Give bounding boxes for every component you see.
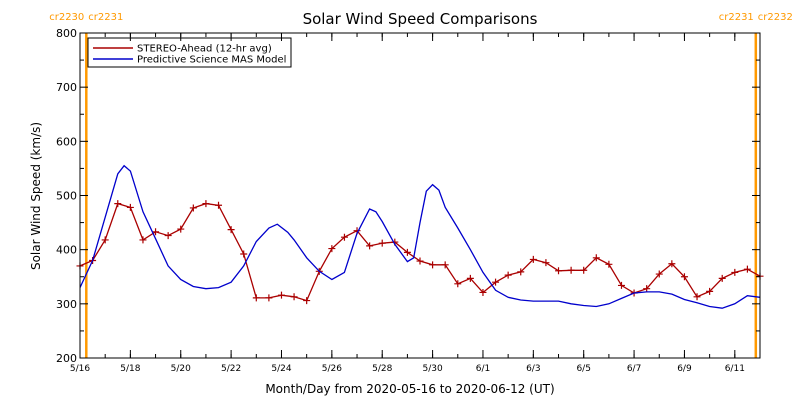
series-0-point — [340, 233, 348, 241]
series-0-point — [378, 239, 386, 247]
series-0-point — [542, 259, 550, 267]
series-0-point — [202, 200, 210, 208]
series-0-point — [466, 274, 474, 282]
series-0-point — [718, 274, 726, 282]
x-tick-label: 5/22 — [221, 364, 241, 374]
series-0-point — [126, 203, 134, 211]
series-0-point — [101, 236, 109, 244]
series-0-point — [215, 201, 223, 209]
series-0-point — [328, 245, 336, 253]
x-axis-label: Month/Day from 2020-05-16 to 2020-06-12 … — [265, 382, 554, 396]
series-0-point — [177, 225, 185, 233]
x-tick-label: 5/28 — [372, 364, 392, 374]
y-tick-label: 500 — [56, 190, 77, 203]
x-tick-label: 6/9 — [677, 364, 692, 374]
x-tick-label: 5/20 — [171, 364, 191, 374]
series-0-point — [303, 297, 311, 305]
series-0-point — [164, 232, 172, 240]
series-0-point — [240, 250, 248, 258]
legend: STEREO-Ahead (12-hr avg) Predictive Scie… — [87, 37, 292, 68]
series-0-point — [454, 280, 462, 288]
series-0-point — [580, 266, 588, 274]
carrington-label-left-1: cr2231 — [719, 12, 754, 23]
series-0-point — [290, 293, 298, 301]
series-layer — [76, 164, 764, 309]
series-0-point — [529, 255, 537, 263]
series-0-point — [139, 236, 147, 244]
series-line-0 — [79, 202, 761, 302]
series-0-point — [668, 260, 676, 268]
series-0-point — [114, 200, 122, 208]
x-tick-label: 5/26 — [322, 364, 342, 374]
y-tick-label: 700 — [56, 81, 77, 94]
carrington-label-right-0: cr2231 — [88, 12, 123, 23]
series-0-point — [743, 265, 751, 273]
series-0-point — [265, 294, 273, 302]
legend-label-stereo: STEREO-Ahead (12-hr avg) — [137, 44, 272, 55]
legend-label-mas: Predictive Science MAS Model — [137, 55, 286, 66]
series-0-point — [252, 294, 260, 302]
series-0-point — [189, 204, 197, 212]
x-tick-label: 5/16 — [70, 364, 90, 374]
series-0-point — [429, 261, 437, 269]
series-0-point — [680, 273, 688, 281]
y-tick-label: 800 — [56, 27, 77, 40]
series-0-point — [605, 260, 613, 268]
y-axis-label: Solar Wind Speed (km/s) — [29, 122, 43, 270]
legend-box — [87, 37, 292, 68]
series-0-point — [479, 288, 487, 296]
series-0-point — [693, 293, 701, 301]
series-0-point — [555, 267, 563, 275]
x-tick-label: 5/18 — [120, 364, 140, 374]
carrington-label-left-0: cr2230 — [49, 12, 84, 23]
series-0-point — [441, 261, 449, 269]
plot-frame — [79, 32, 761, 359]
series-0-point — [567, 266, 575, 274]
chart-title: Solar Wind Speed Comparisons — [303, 10, 538, 28]
series-0-point — [403, 248, 411, 256]
series-0-point — [152, 228, 160, 236]
series-0-point — [366, 242, 374, 250]
x-tick-label: 6/11 — [725, 364, 745, 374]
x-tick-label: 6/3 — [526, 364, 540, 374]
carrington-label-right-1: cr2232 — [758, 12, 793, 23]
y-tick-label: 300 — [56, 298, 77, 311]
series-0-point — [731, 268, 739, 276]
y-tick-label: 200 — [56, 352, 77, 365]
x-tick-label: 6/1 — [476, 364, 490, 374]
axes: 200 300 400 500 600 700 800 5/16 5/18 5/20 5/22 5/2… — [56, 27, 761, 374]
series-0-point — [517, 268, 525, 276]
series-0-point — [706, 287, 714, 295]
x-tick-label: 5/30 — [422, 364, 442, 374]
series-0-point — [227, 226, 235, 234]
series-0-point — [655, 270, 663, 278]
x-tick-label: 5/24 — [271, 364, 291, 374]
series-0-point — [416, 257, 424, 265]
series-0-point — [643, 285, 651, 293]
y-tick-label: 600 — [56, 135, 77, 148]
series-0-point — [617, 281, 625, 289]
y-tick-label: 400 — [56, 244, 77, 257]
series-0-point — [504, 271, 512, 279]
series-0-point — [592, 254, 600, 262]
series-0-point — [277, 291, 285, 299]
series-0-point — [492, 278, 500, 286]
x-tick-label: 6/5 — [576, 364, 590, 374]
x-tick-label: 6/7 — [627, 364, 641, 374]
series-line-1 — [79, 164, 761, 309]
